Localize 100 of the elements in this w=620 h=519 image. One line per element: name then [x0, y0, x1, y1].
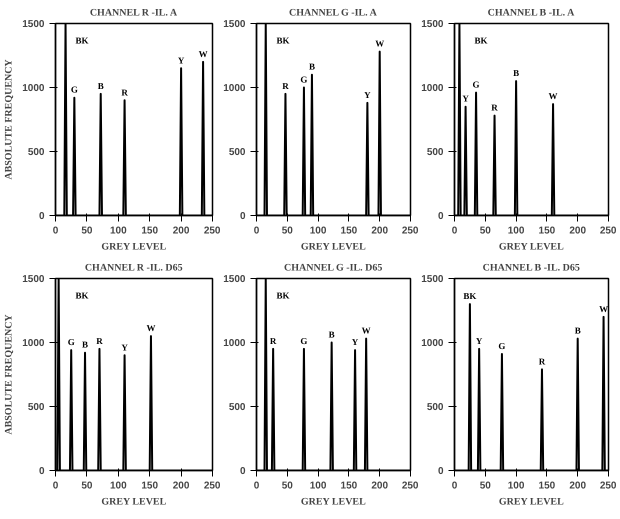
x-axis-title: GREY LEVEL [498, 496, 564, 508]
x-axis-title: GREY LEVEL [300, 242, 366, 252]
x-tick-label: 200 [172, 226, 190, 236]
y-tick-label: 1000 [421, 83, 444, 94]
annotation: BK [276, 290, 290, 300]
chart-title: CHANNEL G -IL. D65 [284, 262, 382, 274]
annotation: Y [121, 342, 128, 352]
y-axis-title: ABSOLUTE FREQUENCY [3, 314, 14, 435]
annotation: W [198, 48, 208, 59]
y-tick-label: 500 [426, 402, 444, 413]
annotation: B [328, 330, 335, 340]
annotation: Y [364, 90, 372, 100]
y-tick-label: 500 [28, 147, 45, 158]
annotation: Y [462, 94, 470, 104]
chart-title: CHANNEL R -IL. A [90, 8, 178, 18]
y-tick-label: 1500 [421, 19, 444, 30]
y-tick-label: 1000 [421, 338, 444, 349]
x-tick-label: 250 [600, 226, 617, 236]
x-tick-label: 100 [110, 480, 128, 492]
chart-title: CHANNEL R -IL. D65 [84, 262, 183, 274]
y-tick-label: 500 [426, 147, 444, 158]
x-tick-label: 0 [52, 480, 59, 492]
x-axis-title: GREY LEVEL [101, 496, 167, 508]
y-tick-label: 1500 [223, 274, 246, 285]
annotation: BK [76, 36, 89, 46]
y-tick-label: 1500 [223, 19, 246, 30]
y-axis-title: ABSOLUTE FREQUENCY [3, 58, 14, 180]
x-tick-label: 50 [282, 480, 294, 492]
annotation: B [513, 68, 520, 78]
annotation: W [599, 304, 608, 314]
x-tick-label: 50 [81, 226, 93, 236]
y-tick-label: 1500 [22, 274, 45, 285]
x-tick-label: 0 [254, 480, 260, 492]
x-tick-label: 250 [204, 226, 221, 236]
x-tick-label: 200 [371, 480, 388, 492]
x-tick-label: 50 [81, 480, 93, 492]
x-tick-label: 100 [508, 480, 525, 492]
y-tick-label: 0 [240, 466, 246, 477]
x-tick-label: 200 [371, 226, 388, 236]
x-tick-label: 150 [538, 480, 556, 492]
annotation: R [270, 336, 277, 346]
y-tick-label: 1000 [22, 83, 45, 94]
y-tick-label: 500 [228, 402, 246, 413]
y-tick-label: 500 [28, 402, 45, 413]
x-tick-label: 150 [141, 226, 158, 236]
y-tick-label: 1000 [223, 338, 246, 349]
y-tick-label: 500 [228, 147, 246, 158]
annotation: BK [463, 291, 476, 302]
x-tick-label: 100 [508, 226, 525, 236]
x-tick-label: 150 [340, 480, 358, 492]
x-tick-label: 50 [480, 480, 492, 492]
y-tick-label: 0 [38, 466, 45, 477]
x-tick-label: 200 [569, 226, 586, 236]
x-tick-label: 50 [282, 226, 294, 236]
annotation: R [282, 80, 290, 91]
chart-title: CHANNEL B -IL. D65 [482, 262, 580, 274]
y-tick-label: 0 [438, 211, 444, 222]
annotation: R [121, 87, 128, 98]
x-tick-label: 0 [452, 226, 458, 236]
x-tick-label: 100 [110, 226, 128, 236]
x-tick-label: 250 [402, 226, 419, 236]
annotation: W [362, 326, 371, 336]
x-axis-title: GREY LEVEL [300, 496, 366, 508]
x-tick-label: 150 [141, 480, 158, 492]
chart-title: CHANNEL G -IL. A [289, 8, 378, 18]
annotation: Y [476, 336, 483, 346]
annotation: G [70, 84, 78, 95]
annotation: G [498, 341, 506, 352]
x-tick-label: 200 [172, 480, 190, 492]
y-tick-label: 0 [38, 211, 45, 222]
x-tick-label: 100 [310, 226, 327, 236]
annotation: BK [76, 290, 89, 300]
annotation: B [308, 62, 315, 72]
x-tick-label: 150 [340, 226, 358, 236]
y-tick-label: 1500 [22, 19, 45, 30]
annotation: R [96, 336, 104, 346]
x-tick-label: 250 [402, 480, 419, 492]
y-tick-label: 1000 [22, 338, 45, 349]
annotation: R [491, 102, 498, 113]
x-tick-label: 200 [569, 480, 586, 492]
x-tick-label: 0 [52, 226, 59, 236]
annotation: W [548, 91, 558, 102]
annotation: G [68, 337, 75, 348]
x-tick-label: 50 [480, 226, 492, 236]
x-axis-title: GREY LEVEL [101, 242, 167, 252]
y-tick-label: 1500 [421, 274, 444, 285]
annotation: Y [178, 55, 185, 66]
x-tick-label: 100 [310, 480, 327, 492]
x-axis-title: GREY LEVEL [498, 242, 564, 252]
annotation: G [300, 74, 308, 84]
chart-title: CHANNEL B -IL. A [488, 8, 576, 18]
annotation: BK [276, 36, 290, 46]
annotation: W [375, 38, 384, 49]
x-tick-label: 250 [204, 480, 221, 492]
annotation: B [574, 326, 581, 336]
annotation: Y [352, 337, 359, 348]
annotation: R [538, 356, 546, 366]
annotation: G [300, 336, 308, 346]
annotation: BK [474, 36, 488, 46]
x-tick-label: 150 [538, 226, 556, 236]
